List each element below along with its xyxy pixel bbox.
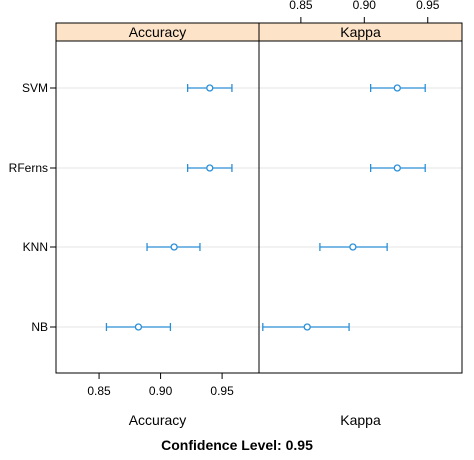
strip-label-kappa: Kappa [340, 24, 381, 40]
point-kappa-rferns [393, 164, 401, 172]
panel-frame-kappa [258, 40, 463, 374]
x-tick-label-kappa-0: 0.85 [289, 0, 313, 12]
y-tick-label-knn: KNN [23, 240, 48, 254]
y-tick-label-svm: SVM [22, 81, 48, 95]
x-tick-label-accuracy-2: 0.95 [210, 384, 234, 398]
x-tick-label-kappa-1: 0.90 [353, 0, 377, 12]
x-axis-title-kappa: Kappa [340, 412, 381, 428]
x-tick-label-accuracy-1: 0.90 [149, 384, 173, 398]
point-kappa-nb [303, 323, 311, 331]
point-accuracy-svm [206, 84, 214, 92]
point-accuracy-rferns [206, 164, 214, 172]
y-tick-label-nb: NB [31, 320, 48, 334]
point-accuracy-nb [134, 323, 143, 331]
strip-label-accuracy: Accuracy [129, 24, 187, 40]
point-accuracy-knn [170, 243, 178, 251]
point-kappa-knn [349, 243, 357, 251]
x-tick-label-kappa-2: 0.95 [416, 0, 440, 12]
panel-frame-accuracy [55, 40, 260, 374]
confidence-level-label: Confidence Level: 0.95 [161, 437, 313, 453]
x-tick-label-accuracy-0: 0.85 [87, 384, 111, 398]
x-axis-title-accuracy: Accuracy [129, 412, 187, 428]
point-kappa-svm [393, 84, 401, 92]
y-tick-label-rferns: RFerns [9, 161, 48, 175]
